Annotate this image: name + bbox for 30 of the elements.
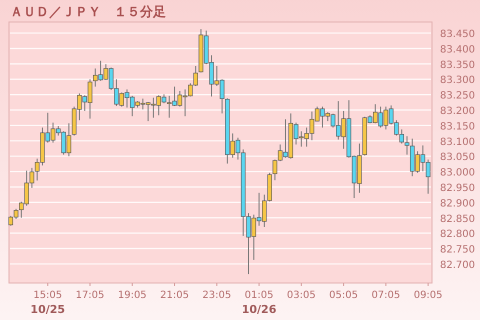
text: 10/25 xyxy=(30,303,66,316)
y-tick-label: 82.900 xyxy=(440,198,475,210)
x-tick-label: 21:05 xyxy=(160,290,189,301)
y-tick-label: 82.800 xyxy=(440,229,475,240)
y-tick-label: 83.250 xyxy=(440,90,475,102)
y-tick-label: 82.750 xyxy=(440,244,475,256)
candlestick xyxy=(404,136,410,156)
y-tick-label: 83.050 xyxy=(440,152,475,164)
y-tick-label: 83.150 xyxy=(440,121,475,132)
y-tick-label: 82.850 xyxy=(440,214,475,225)
y-tick-label: 83.400 xyxy=(440,44,475,56)
y-tick-label: 83.100 xyxy=(440,136,475,148)
y-tick-label: 82.700 xyxy=(440,260,475,271)
x-tick-label: 01:05 xyxy=(244,290,274,301)
x-tick-label: 19:05 xyxy=(118,290,147,301)
x-tick-label: 15:05 xyxy=(33,290,62,301)
x-tick-label: 05:05 xyxy=(329,290,358,301)
x-tick-label: 09:05 xyxy=(414,290,443,301)
title: ＡＵＤ／ＪＰＹ １５分足 xyxy=(10,5,166,20)
x-tick-label: 07:05 xyxy=(371,290,400,301)
x-tick-label: 03:05 xyxy=(286,290,316,301)
y-tick-label: 82.950 xyxy=(440,182,475,194)
y-tick-label: 83.450 xyxy=(440,29,475,40)
text: 10/26 xyxy=(242,303,277,316)
y-tick-label: 83.200 xyxy=(440,106,475,118)
x-tick-label: 17:05 xyxy=(76,290,104,301)
y-tick-label: 83.000 xyxy=(440,168,475,179)
y-tick-label: 83.300 xyxy=(440,75,475,86)
y-tick-label: 83.350 xyxy=(440,60,475,71)
x-tick-label: 23:05 xyxy=(202,290,232,301)
